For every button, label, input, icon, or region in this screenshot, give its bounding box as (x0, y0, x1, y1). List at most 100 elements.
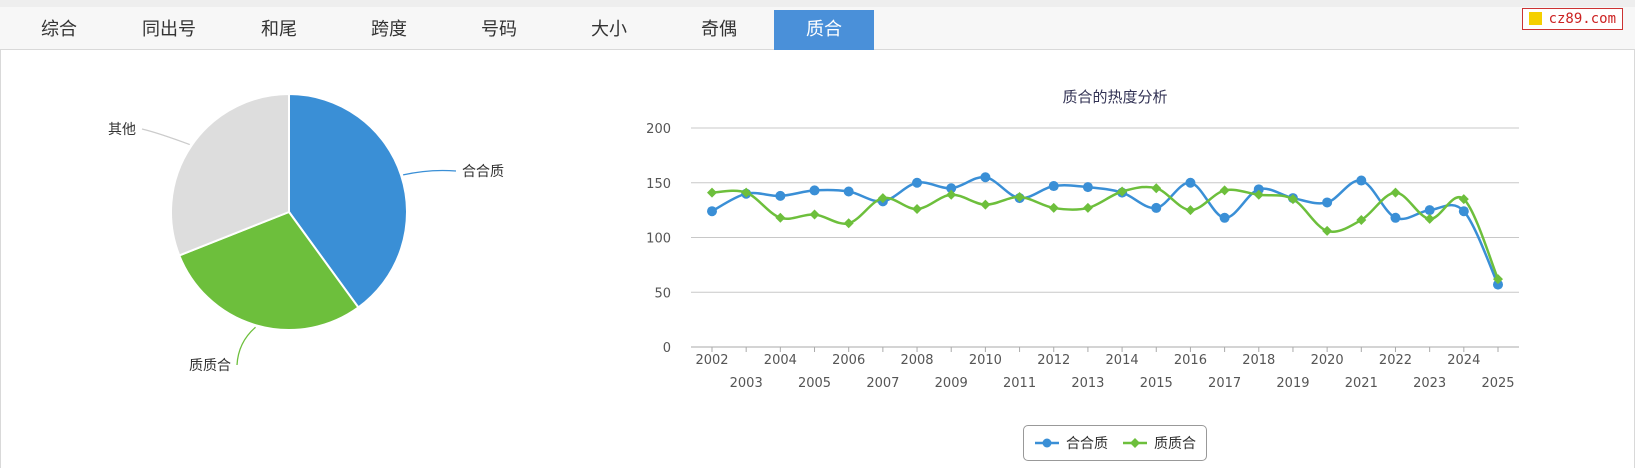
data-point (946, 183, 957, 194)
data-point (1424, 213, 1435, 224)
data-point (1048, 181, 1059, 192)
x-tick-label: 2008 (900, 353, 933, 368)
x-tick-label: 2021 (1345, 376, 1378, 391)
legend-label: 质质合 (1154, 436, 1196, 452)
data-point (980, 199, 991, 210)
data-point (809, 209, 820, 220)
tab-tongchuhao[interactable]: 同出号 (142, 19, 196, 40)
line-legend: 合合质 质质合 (1023, 425, 1207, 461)
legend-item-heheZhi[interactable]: 合合质 (1034, 433, 1108, 453)
data-point (877, 193, 888, 204)
data-point (1151, 183, 1162, 194)
x-tick-label: 2005 (798, 376, 831, 391)
tab-kuadu[interactable]: 跨度 (371, 19, 407, 40)
chart-panel: 合合质 质质合 其他 质合的热度分析 0 50 100 150 200 2002 2003 2004… (0, 50, 1635, 468)
x-tick-label: 2014 (1106, 353, 1139, 368)
tab-hewei[interactable]: 和尾 (261, 19, 297, 40)
pie-label: 质质合 (189, 358, 231, 374)
data-point (707, 187, 717, 198)
x-tick-label: 2022 (1379, 353, 1412, 368)
data-point (1493, 279, 1503, 290)
data-point (1390, 212, 1401, 223)
site-logo[interactable]: cz89.com (1521, 8, 1623, 30)
x-tick-label: 2004 (764, 353, 797, 368)
y-tick-label: 150 (646, 177, 671, 192)
data-point (1322, 197, 1333, 208)
data-point (1287, 194, 1298, 205)
data-point (1253, 184, 1264, 195)
x-tick-label: 2017 (1208, 376, 1241, 391)
data-point (1082, 202, 1093, 213)
x-tick-label: 2025 (1481, 376, 1514, 391)
pie-connector (402, 169, 457, 176)
pie-label: 合合质 (462, 164, 504, 180)
x-tick-label: 2013 (1071, 376, 1104, 391)
data-point (843, 186, 854, 197)
data-point (1185, 205, 1196, 216)
data-point (1151, 202, 1162, 213)
data-point (980, 172, 991, 183)
data-point (1082, 182, 1093, 193)
x-tick-label: 2016 (1174, 353, 1207, 368)
tab-jiou[interactable]: 奇偶 (701, 19, 737, 40)
legend-item-zhizhiHe[interactable]: 质质合 (1122, 433, 1196, 453)
tab-haoma[interactable]: 号码 (481, 19, 517, 40)
series-line (711, 175, 1500, 286)
x-tick-label: 2015 (1140, 376, 1173, 391)
tab-bar: 综合 同出号 和尾 跨度 号码 大小 奇偶 质合 cz89.com (0, 0, 1635, 50)
pie-slice (288, 92, 408, 309)
x-tick-label: 2020 (1311, 353, 1344, 368)
data-point (809, 185, 820, 196)
y-tick-label: 50 (654, 286, 671, 301)
y-tick-label: 100 (646, 232, 671, 247)
x-tick-label: 2009 (935, 376, 968, 391)
x-tick-label: 2023 (1413, 376, 1446, 391)
data-point (1458, 206, 1469, 217)
data-point (1322, 225, 1333, 236)
data-point (946, 189, 957, 200)
data-point (1356, 214, 1367, 225)
tab-daxiao[interactable]: 大小 (591, 19, 627, 40)
data-point (1390, 187, 1401, 198)
data-point (1253, 189, 1264, 200)
pie-connector (236, 326, 256, 366)
data-point (1458, 194, 1469, 205)
pie-label: 其他 (108, 122, 136, 138)
x-tick-label: 2012 (1037, 353, 1070, 368)
data-point (1185, 177, 1196, 188)
x-tick-label: 2024 (1447, 353, 1480, 368)
series-line (711, 185, 1500, 280)
data-point (1424, 205, 1435, 216)
data-point (1048, 202, 1059, 213)
x-tick-label: 2002 (695, 353, 728, 368)
y-tick-label: 0 (663, 341, 671, 356)
legend-circle-icon (1035, 438, 1059, 448)
data-point (1493, 274, 1503, 285)
tab-zhihe[interactable]: 质合 (774, 10, 874, 50)
x-tick-label: 2019 (1276, 376, 1309, 391)
data-point (843, 218, 854, 229)
legend-label: 合合质 (1066, 436, 1108, 452)
x-tick-label: 2018 (1242, 353, 1275, 368)
data-point (741, 187, 752, 198)
x-tick-label: 2003 (730, 376, 763, 391)
tab-zonghe[interactable]: 综合 (41, 19, 77, 40)
x-tick-label: 2010 (969, 353, 1002, 368)
pie-slice (177, 210, 360, 331)
data-point (775, 190, 786, 201)
data-point (1219, 212, 1230, 223)
pie-connector (141, 128, 190, 146)
chart-title: 质合的热度分析 (1062, 88, 1167, 106)
data-point (1356, 175, 1367, 186)
legend-diamond-icon (1123, 438, 1147, 448)
data-point (912, 204, 923, 215)
data-point (707, 206, 717, 217)
data-point (1014, 191, 1025, 202)
data-point (912, 177, 923, 188)
logo-mark-icon (1528, 12, 1542, 25)
line-chart: 质合的热度分析050100150200200220032004200520062… (646, 88, 1519, 391)
logo-text: cz89.com (1548, 11, 1616, 27)
x-tick-label: 2006 (832, 353, 865, 368)
data-point (1117, 186, 1128, 197)
